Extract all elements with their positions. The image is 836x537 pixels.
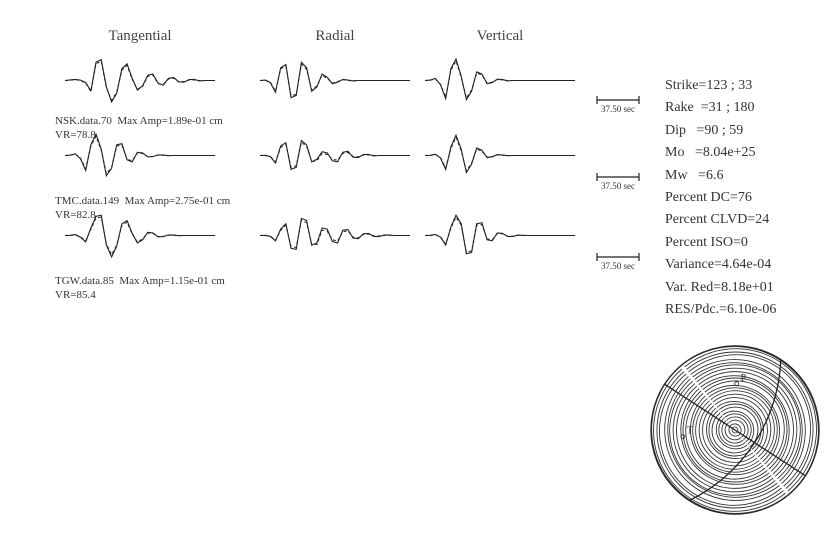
waveform-r2-c1 — [260, 213, 410, 258]
param-dip: Dip =90 ; 59 — [665, 120, 776, 142]
station-line2: VR=85.4 — [55, 289, 96, 301]
waveform-r1-c2 — [425, 133, 575, 178]
scale-label-row1: 37.50 sec — [601, 181, 635, 191]
param-mw: Mw =6.6 — [665, 165, 776, 187]
waveform-r0-c0 — [65, 58, 215, 103]
station-line1: NSK.data.70 Max Amp=1.89e-01 cm — [55, 115, 223, 127]
param-strike: Strike=123 ; 33 — [665, 75, 776, 97]
beachball-diagram: PT — [650, 345, 820, 515]
station-line1: TGW.data.85 Max Amp=1.15e-01 cm — [55, 275, 225, 287]
param-mo: Mo =8.04e+25 — [665, 142, 776, 164]
param-vred: Var. Red=8.18e+01 — [665, 277, 776, 299]
station-line2: VR=78.8 — [55, 129, 96, 141]
column-header-tangential: Tangential — [108, 28, 171, 45]
column-header-radial: Radial — [315, 28, 354, 45]
waveform-r0-c2 — [425, 58, 575, 103]
station-line1: TMC.data.149 Max Amp=2.75e-01 cm — [55, 195, 230, 207]
station-label-1: TMC.data.149 Max Amp=2.75e-01 cm VR=82.8 — [55, 195, 230, 223]
station-label-2: TGW.data.85 Max Amp=1.15e-01 cm VR=85.4 — [55, 275, 225, 303]
param-pclvd: Percent CLVD=24 — [665, 209, 776, 231]
svg-text:T: T — [687, 426, 693, 437]
station-line2: VR=82.8 — [55, 209, 96, 221]
svg-text:P: P — [741, 373, 747, 384]
param-var: Variance=4.64e-04 — [665, 254, 776, 276]
param-rake: Rake =31 ; 180 — [665, 97, 776, 119]
parameters-block: Strike=123 ; 33Rake =31 ; 180Dip =90 ; 5… — [665, 75, 776, 321]
waveform-r2-c2 — [425, 213, 575, 258]
param-pdc: Percent DC=76 — [665, 187, 776, 209]
scale-label-row0: 37.50 sec — [601, 104, 635, 114]
column-header-vertical: Vertical — [477, 28, 524, 45]
station-label-0: NSK.data.70 Max Amp=1.89e-01 cm VR=78.8 — [55, 115, 223, 143]
param-piso: Percent ISO=0 — [665, 232, 776, 254]
param-res: RES/Pdc.=6.10e-06 — [665, 299, 776, 321]
waveform-r1-c1 — [260, 133, 410, 178]
scale-label-row2: 37.50 sec — [601, 261, 635, 271]
waveform-r0-c1 — [260, 58, 410, 103]
